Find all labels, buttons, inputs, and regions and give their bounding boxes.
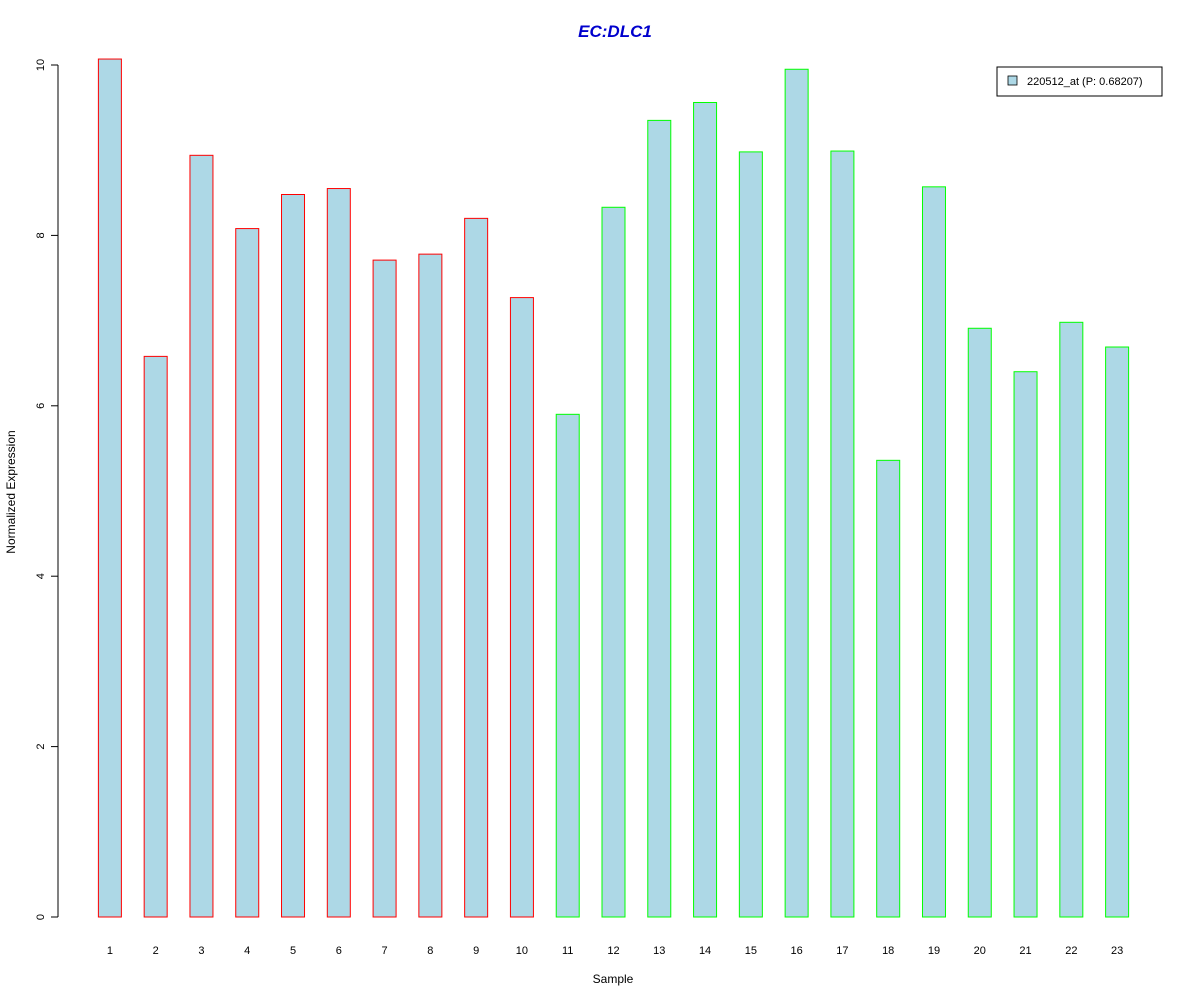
bars xyxy=(97,58,1130,918)
bar-sample-4 xyxy=(235,228,260,918)
bar-sample-20 xyxy=(967,327,992,918)
x-tick-label: 7 xyxy=(382,945,388,957)
x-tick-label: 19 xyxy=(928,945,940,957)
bar-sample-2 xyxy=(143,355,168,918)
x-tick-label: 20 xyxy=(974,945,986,957)
y-tick-label: 4 xyxy=(35,573,47,579)
x-tick-label: 6 xyxy=(336,945,342,957)
x-tick-label: 15 xyxy=(745,945,757,957)
x-tick-label: 11 xyxy=(562,945,573,957)
x-tick-label: 14 xyxy=(699,945,711,957)
y-axis-label: Normalized Expression xyxy=(4,430,18,553)
bar-sample-17 xyxy=(830,150,855,918)
bar-sample-18 xyxy=(876,459,901,918)
bar-sample-5 xyxy=(281,194,306,918)
x-axis-tick-labels: 1 2 3 4 5 6 7 8 9 10 11 12 13 14 15 16 17 18 19 20 21 22 23 xyxy=(107,945,1123,957)
bar-sample-13 xyxy=(647,119,672,918)
y-tick-label: 2 xyxy=(35,744,47,750)
legend-swatch xyxy=(1007,75,1018,86)
x-tick-label: 3 xyxy=(198,945,204,957)
bar-sample-3 xyxy=(189,154,214,918)
bar-sample-9 xyxy=(464,217,489,918)
bar-sample-11 xyxy=(555,413,580,918)
x-tick-label: 1 xyxy=(107,945,113,957)
bar-sample-12 xyxy=(601,206,626,918)
bar-sample-1 xyxy=(97,58,122,918)
y-axis: 0 2 4 6 8 10 xyxy=(35,59,59,920)
x-tick-label: 8 xyxy=(427,945,433,957)
x-tick-label: 4 xyxy=(244,945,250,957)
x-tick-label: 17 xyxy=(836,945,848,957)
bar-sample-23 xyxy=(1105,346,1130,918)
x-tick-label: 22 xyxy=(1065,945,1077,957)
legend: 220512_at (P: 0.68207) xyxy=(996,66,1163,97)
bar-sample-7 xyxy=(372,259,397,918)
legend-series-label: 220512_at (P: 0.68207) xyxy=(1027,76,1143,88)
x-tick-label: 12 xyxy=(607,945,619,957)
chart-title: EC:DLC1 xyxy=(578,22,652,41)
x-tick-label: 2 xyxy=(153,945,159,957)
bar-sample-6 xyxy=(326,188,351,918)
bar-sample-22 xyxy=(1059,321,1084,918)
bar-sample-14 xyxy=(693,101,718,918)
x-tick-label: 10 xyxy=(516,945,528,957)
x-tick-label: 21 xyxy=(1019,945,1031,957)
legend-box xyxy=(996,66,1163,97)
bar-sample-8 xyxy=(418,253,443,918)
x-tick-label: 16 xyxy=(791,945,803,957)
bar-sample-19 xyxy=(921,186,946,918)
bar-sample-16 xyxy=(784,68,809,918)
x-tick-label: 9 xyxy=(473,945,479,957)
y-tick-label: 0 xyxy=(35,914,47,920)
bar-sample-10 xyxy=(509,297,534,918)
x-tick-label: 23 xyxy=(1111,945,1123,957)
y-tick-label: 6 xyxy=(35,403,47,409)
x-tick-label: 13 xyxy=(653,945,665,957)
y-tick-label: 8 xyxy=(35,232,47,238)
bar-sample-21 xyxy=(1013,371,1038,918)
bar-sample-15 xyxy=(738,151,763,918)
y-tick-label: 10 xyxy=(35,59,47,71)
x-tick-label: 18 xyxy=(882,945,894,957)
x-axis-label: Sample xyxy=(593,972,634,986)
x-tick-label: 5 xyxy=(290,945,296,957)
